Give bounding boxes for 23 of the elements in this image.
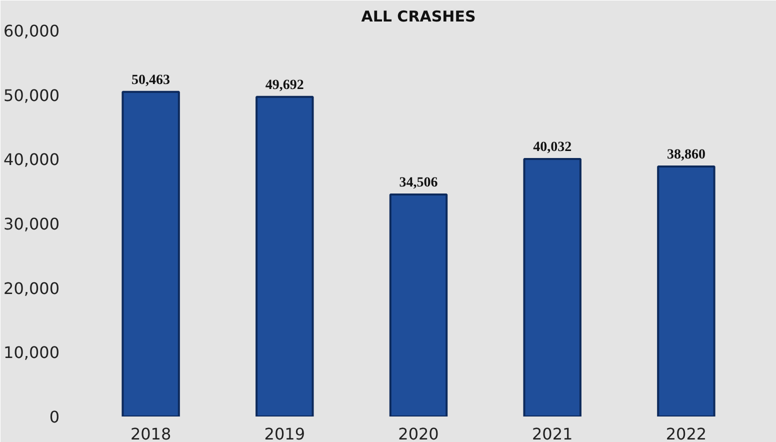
x-tick-label: 2022: [666, 424, 707, 442]
data-label: 49,692: [265, 78, 304, 93]
x-tick-label: 2019: [264, 424, 306, 442]
data-label: 38,860: [666, 148, 706, 162]
data-label: 34,506: [399, 176, 438, 191]
bar: [523, 158, 582, 416]
chart-title: ALL CRASHES: [361, 8, 476, 26]
x-tick-label: 2021: [532, 424, 573, 442]
bar: [256, 96, 314, 416]
y-tick-label: 30,000: [4, 214, 60, 234]
y-tick-label: 20,000: [4, 278, 60, 298]
bar: [657, 166, 716, 416]
bar: [389, 194, 448, 416]
x-tick-label: 2018: [130, 424, 172, 442]
x-tick-label: 2020: [398, 424, 439, 442]
data-label: 50,463: [132, 72, 170, 88]
data-label: 40,032: [533, 140, 572, 155]
y-tick-label: 60,000: [4, 22, 60, 40]
y-tick-label: 0: [49, 408, 60, 426]
y-tick-label: 10,000: [4, 343, 60, 362]
bar: [122, 90, 180, 416]
y-tick-label: 50,000: [4, 86, 60, 105]
y-tick-label: 40,000: [4, 150, 60, 170]
